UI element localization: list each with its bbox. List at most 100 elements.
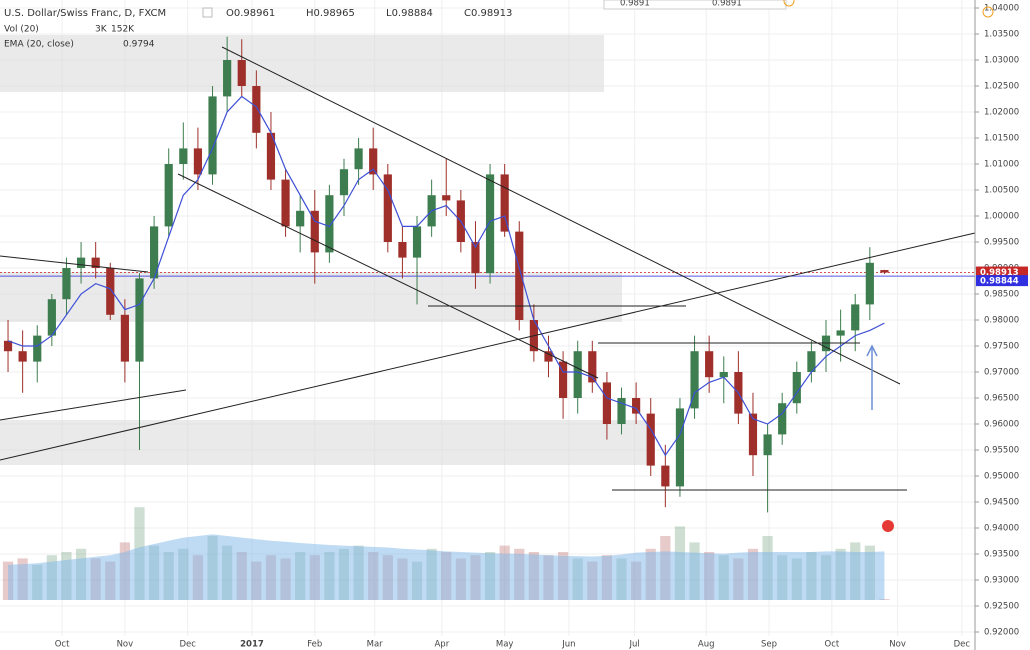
ohlc-open: O0.98961 <box>226 8 275 19</box>
candle-body <box>778 403 787 435</box>
y-tick-label: 1.01000 <box>984 160 1019 170</box>
candle-body <box>851 304 860 331</box>
x-tick-label: Aug <box>698 640 715 650</box>
candle-body <box>135 278 144 362</box>
candle-body <box>266 132 276 180</box>
candle-body <box>179 148 188 165</box>
trend-line <box>0 389 187 421</box>
candle-body <box>559 361 568 399</box>
y-tick-label: 0.93000 <box>984 576 1019 586</box>
candle-body <box>573 351 582 399</box>
candle-body <box>193 148 203 175</box>
candle-body <box>369 148 378 175</box>
x-tick-label: Dec <box>954 640 971 650</box>
x-tick-label: Oct <box>55 640 70 650</box>
y-tick-label: 0.97000 <box>984 368 1019 378</box>
candle-body <box>164 164 173 227</box>
candle-body <box>120 314 129 362</box>
candle-body <box>237 60 246 87</box>
y-tick-label: 0.97500 <box>984 342 1019 352</box>
candle-body <box>383 174 392 243</box>
candle-body <box>296 210 305 227</box>
candle-body <box>485 174 495 274</box>
y-tick-label: 1.02000 <box>984 108 1019 118</box>
candle-body <box>705 351 714 378</box>
candle-body <box>76 257 86 269</box>
candle-body <box>661 465 670 487</box>
y-tick-label: 1.00000 <box>984 212 1019 222</box>
candle-body <box>33 335 42 362</box>
y-tick-label: 0.94000 <box>984 524 1019 534</box>
candle-body <box>3 340 13 352</box>
candle-body <box>836 330 845 336</box>
volume-layer <box>2 507 890 600</box>
candle-body <box>588 351 597 383</box>
y-tick-label: 0.92000 <box>984 628 1019 638</box>
trend-line <box>0 255 149 273</box>
price-tag <box>976 275 1028 287</box>
candle-body <box>252 86 261 133</box>
candle-body <box>690 351 699 409</box>
candle-body <box>865 262 874 305</box>
x-tick-label: Jun <box>561 640 575 650</box>
x-tick-label: Apr <box>434 640 449 650</box>
candle-body <box>91 257 100 269</box>
price-tag <box>976 266 1028 278</box>
y-tick-label: 1.02500 <box>984 82 1019 92</box>
candle-body <box>500 174 509 232</box>
candle-body <box>47 299 56 336</box>
y-tick-label: 0.95500 <box>984 446 1019 456</box>
y-tick-label: 0.95000 <box>984 472 1019 482</box>
drawings <box>0 46 976 491</box>
candle-body <box>339 169 349 196</box>
candle-body <box>310 210 319 253</box>
candle-body <box>62 268 71 300</box>
zone <box>0 35 604 92</box>
trend-line <box>177 173 599 379</box>
y-tick-label: 0.98000 <box>984 316 1019 326</box>
add-icon[interactable] <box>882 520 894 532</box>
zone <box>0 420 650 465</box>
ohlc-close: C0.98913 <box>464 8 512 19</box>
candle-body <box>412 226 422 258</box>
y-tick-label: 1.03000 <box>984 56 1019 66</box>
widget-value: 0.9891 <box>712 0 742 9</box>
candle-body <box>544 351 553 362</box>
ema-value: 0.9794 <box>123 40 155 50</box>
x-tick-label: Jul <box>629 640 640 650</box>
symbol-title: U.S. Dollar/Swiss Franc, D, FXCM <box>4 8 166 19</box>
arrow-head <box>866 344 878 357</box>
vol-label: Vol (20) <box>4 25 39 35</box>
vol-value: 3K <box>95 25 108 35</box>
x-tick-label: Feb <box>307 640 322 650</box>
vol-ma-value: 152K <box>111 25 135 35</box>
ema-line <box>7 95 885 457</box>
alert-icon[interactable] <box>982 6 994 18</box>
x-tick-label: 2017 <box>240 640 264 650</box>
y-tick-label: 0.98500 <box>984 290 1019 300</box>
y-tick-label: 1.04000 <box>984 4 1019 14</box>
candle-body <box>632 398 641 414</box>
candle-body <box>325 195 334 253</box>
candle-body <box>617 398 626 425</box>
x-tick-label: Oct <box>825 640 840 650</box>
candle-body <box>442 195 451 201</box>
widget-icon[interactable] <box>783 0 795 7</box>
y-tick-label: 1.03500 <box>984 30 1019 40</box>
x-tick-label: Nov <box>889 640 906 650</box>
header-button[interactable] <box>202 7 213 18</box>
price-axis-bg <box>975 0 1030 650</box>
candle-body <box>398 242 407 258</box>
y-tick-label: 0.96000 <box>984 420 1019 430</box>
y-tick-label: 0.94500 <box>984 498 1019 508</box>
price-tag-label: 0.98913 <box>980 268 1019 278</box>
widget-value: 0.9891 <box>620 0 650 9</box>
x-tick-label: May <box>496 640 514 650</box>
zones <box>0 35 650 465</box>
y-tick-label: 0.96500 <box>984 394 1019 404</box>
y-tick-label: 1.01500 <box>984 134 1019 144</box>
price-tag-label: 0.98844 <box>980 277 1019 287</box>
candle-body <box>675 408 685 487</box>
y-tick-label: 0.93500 <box>984 550 1019 560</box>
